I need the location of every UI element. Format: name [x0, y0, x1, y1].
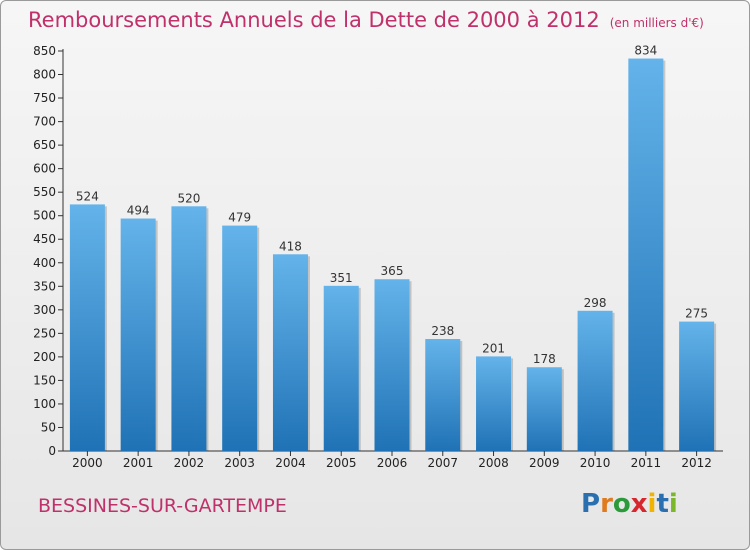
bar-2001	[120, 218, 156, 451]
data-label-2003: 479	[228, 211, 251, 225]
logo-letter: i	[647, 489, 657, 519]
bar-2010	[577, 310, 613, 451]
y-tick-label: 700	[33, 115, 56, 129]
bar-2008	[476, 356, 512, 451]
x-tick-label-2008: 2008	[478, 456, 509, 470]
logo-letter: P	[581, 489, 601, 519]
bar-2006	[374, 279, 410, 451]
data-label-2005: 351	[330, 271, 353, 285]
data-label-2000: 524	[76, 189, 99, 203]
x-tick-label-2010: 2010	[580, 456, 611, 470]
bar-2002	[171, 206, 207, 451]
y-tick-label: 350	[33, 279, 56, 293]
data-label-2009: 178	[533, 352, 556, 366]
y-tick-label: 750	[33, 91, 56, 105]
y-tick-label: 450	[33, 232, 56, 246]
x-tick-label-2012: 2012	[681, 456, 712, 470]
data-label-2007: 238	[431, 324, 454, 338]
bar-2003	[222, 225, 258, 451]
data-label-2004: 418	[279, 239, 302, 253]
y-tick-label: 650	[33, 138, 56, 152]
y-tick-label: 250	[33, 326, 56, 340]
x-tick-label-2004: 2004	[275, 456, 306, 470]
commune-name: BESSINES-SUR-GARTEMPE	[38, 495, 287, 517]
data-label-2006: 365	[381, 264, 404, 278]
chart-title-text: Remboursements Annuels de la Dette de 20…	[28, 8, 600, 32]
y-tick-label: 100	[33, 397, 56, 411]
chart-subtitle: (en milliers d'€)	[609, 16, 704, 30]
bar-2012	[679, 321, 715, 451]
logo-letter: x	[630, 489, 648, 519]
logo-letter: t	[656, 489, 669, 519]
y-tick-label: 800	[33, 68, 56, 82]
bar-2007	[425, 339, 461, 451]
data-label-2011: 834	[634, 44, 657, 58]
chart-title: Remboursements Annuels de la Dette de 20…	[28, 8, 704, 32]
data-label-2010: 298	[584, 296, 607, 310]
y-tick-label: 300	[33, 303, 56, 317]
data-labels: 524 494 520 479 418 351 365 238 201 178 298 834 275	[76, 44, 708, 367]
x-tick-label-2007: 2007	[427, 456, 458, 470]
x-tick-label-2002: 2002	[174, 456, 205, 470]
x-tick-label-2006: 2006	[377, 456, 408, 470]
y-tick-label: 50	[41, 420, 56, 434]
x-tick-label-2001: 2001	[123, 456, 154, 470]
y-tick-label: 550	[33, 185, 56, 199]
logo-letter: r	[600, 489, 613, 519]
y-tick-label: 150	[33, 373, 56, 387]
y-tick-label: 500	[33, 209, 56, 223]
y-tick-label: 850	[33, 44, 56, 58]
bar-2005	[323, 285, 359, 451]
proxiti-logo: Proxiti	[581, 489, 678, 519]
logo-letter: o	[612, 489, 631, 519]
y-tick-label: 600	[33, 162, 56, 176]
y-tick-label: 200	[33, 350, 56, 364]
bar-2000	[69, 204, 105, 451]
axes: 0 50 100 150 200 250 300 350 400 450 500 550 600 650 7…	[33, 44, 723, 470]
data-label-2008: 201	[482, 341, 505, 355]
bar-2011	[628, 58, 664, 451]
x-tick-label-2000: 2000	[72, 456, 103, 470]
logo-letter: i	[668, 489, 678, 519]
y-tick-label: 0	[48, 444, 56, 458]
x-tick-label-2011: 2011	[631, 456, 662, 470]
data-label-2001: 494	[127, 204, 150, 218]
x-tick-label-2005: 2005	[326, 456, 357, 470]
data-label-2002: 520	[177, 191, 200, 205]
y-tick-label: 400	[33, 256, 56, 270]
data-label-2012: 275	[685, 307, 708, 321]
x-tick-label-2009: 2009	[529, 456, 560, 470]
x-tick-label-2003: 2003	[224, 456, 255, 470]
bar-2004	[272, 254, 308, 451]
bar-2009	[526, 367, 562, 451]
bars	[69, 58, 717, 451]
